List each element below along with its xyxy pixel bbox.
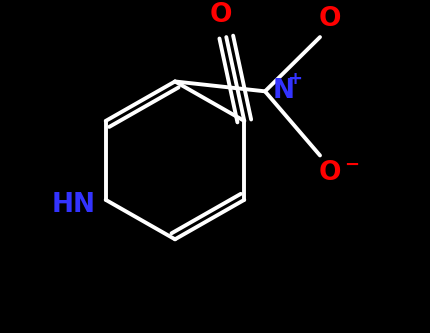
Text: HN: HN — [52, 192, 96, 218]
Text: N: N — [273, 78, 295, 104]
Text: O: O — [210, 2, 233, 28]
Text: O: O — [319, 6, 341, 32]
Text: +: + — [288, 71, 302, 89]
Text: −: − — [344, 156, 359, 174]
Text: O: O — [319, 160, 341, 186]
